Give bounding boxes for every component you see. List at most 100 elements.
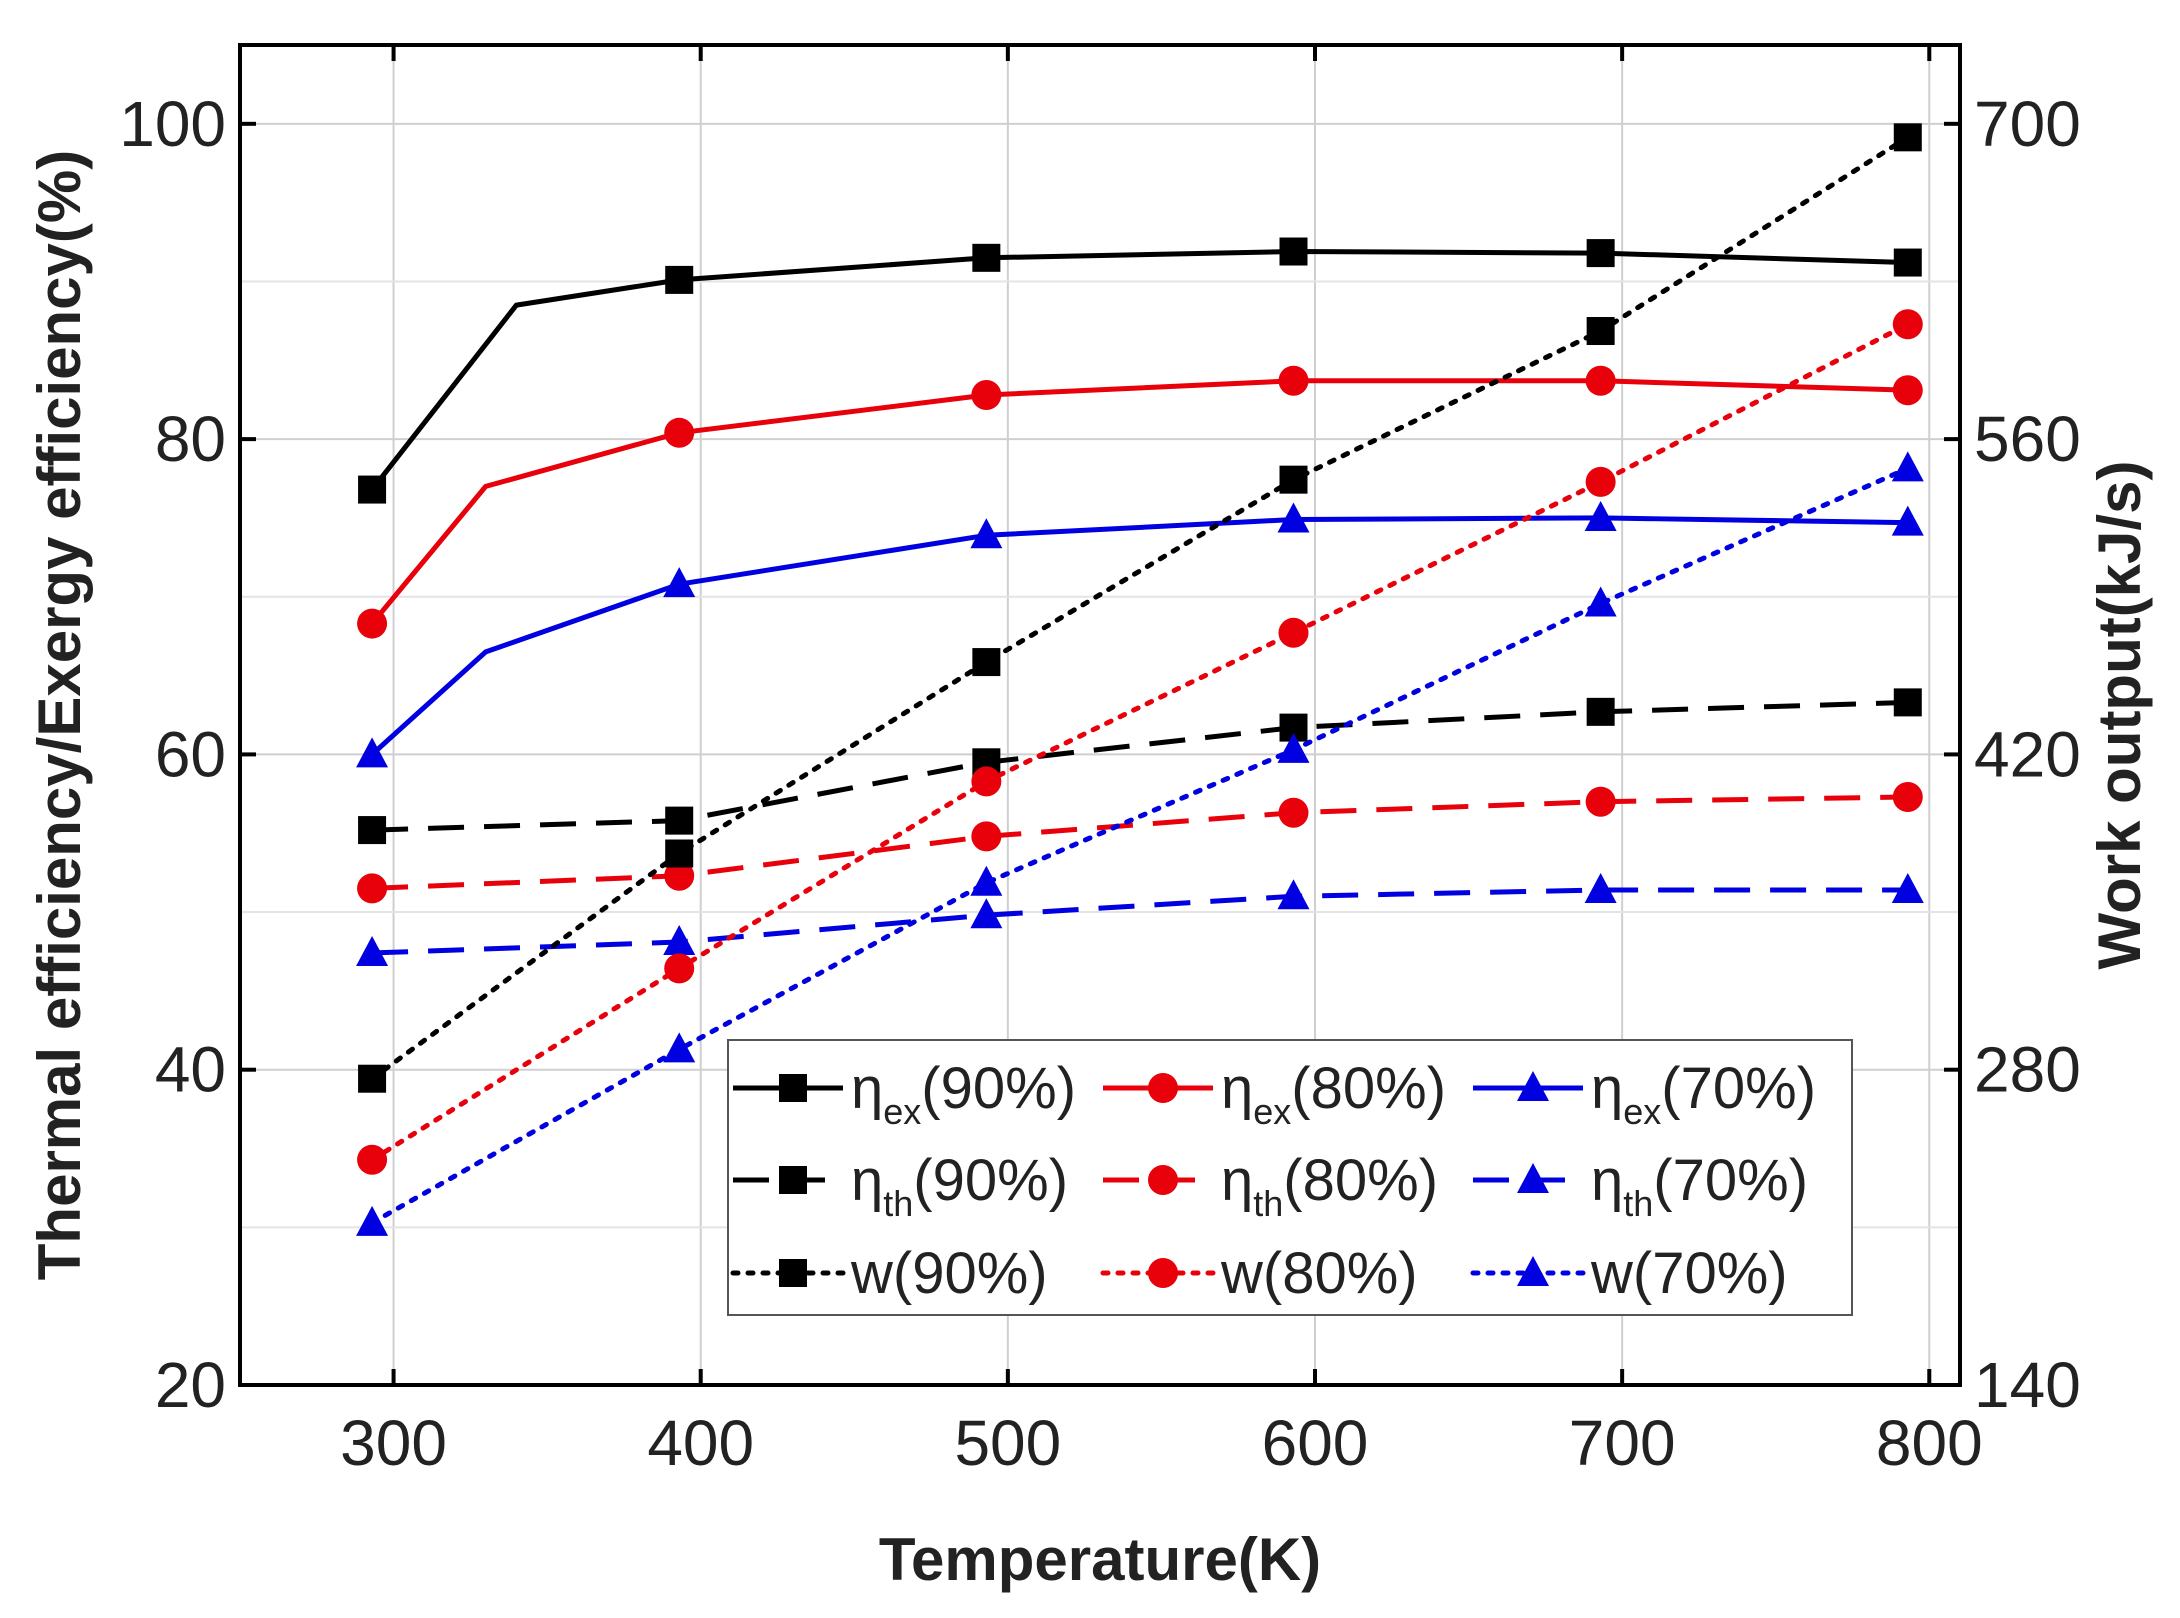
legend-marker (779, 1074, 807, 1102)
series-line (372, 699, 1908, 833)
series-line (369, 134, 1911, 1082)
data-point-marker (1891, 872, 1924, 903)
series-line (370, 378, 1908, 626)
series-line (369, 321, 1911, 1163)
series-line (371, 794, 1908, 891)
data-point-marker (665, 265, 694, 294)
data-point-marker (1584, 586, 1617, 617)
legend-marker (1148, 1073, 1178, 1103)
data-point-marker (1586, 697, 1615, 726)
data-point-marker (1893, 248, 1922, 277)
series-3 (358, 688, 1922, 845)
data-point-marker (971, 821, 1002, 852)
legend-entry-7: w(80%) (1100, 1241, 1418, 1306)
data-point-marker (1278, 617, 1309, 648)
data-point-marker (1279, 465, 1308, 494)
legend-marker (1148, 1165, 1178, 1195)
y-tick-label: 100 (119, 88, 226, 160)
series-2 (356, 500, 1924, 768)
x-tick-label: 400 (647, 1407, 754, 1479)
y-tick-label: 40 (155, 1034, 226, 1106)
y2-tick-label: 700 (1974, 88, 2081, 160)
legend-label: w(80%) (1220, 1241, 1418, 1306)
legend-label: w(70%) (1590, 1241, 1788, 1306)
data-point-marker (971, 766, 1002, 797)
data-point-marker (1892, 781, 1923, 812)
data-point-marker (665, 806, 694, 835)
data-point-marker (358, 475, 387, 504)
legend-marker (779, 1166, 807, 1194)
x-tick-label: 700 (1569, 1407, 1676, 1479)
data-point-marker (663, 925, 696, 956)
legend-entry-1: ηex(80%) (1103, 1056, 1446, 1132)
data-point-marker (1891, 505, 1924, 536)
data-point-marker (664, 953, 695, 984)
plot-frame (238, 43, 1962, 1387)
data-point-marker (358, 1064, 387, 1093)
data-point-marker (1277, 502, 1310, 533)
data-point-marker (1892, 309, 1923, 340)
series-layer (356, 123, 1924, 1236)
y-tick-label: 20 (155, 1349, 226, 1421)
legend-entry-6: w(90%) (730, 1241, 1048, 1306)
series-6 (358, 123, 1922, 1093)
series-line (370, 515, 1908, 757)
data-point-marker (1892, 375, 1923, 406)
data-point-marker (357, 608, 388, 639)
data-point-marker (1586, 239, 1615, 268)
legend-marker (779, 1259, 807, 1287)
legend-label: ηth(70%) (1591, 1148, 1808, 1224)
data-point-marker (664, 417, 695, 448)
data-point-marker (356, 737, 389, 768)
legend-marker (1517, 1256, 1549, 1286)
data-point-marker (357, 1144, 388, 1175)
data-point-marker (665, 839, 694, 868)
data-point-marker (1585, 466, 1616, 497)
data-point-marker (1893, 688, 1922, 717)
legend-entry-5: ηth(70%) (1473, 1148, 1808, 1224)
legend-entry-0: ηex(90%) (733, 1056, 1076, 1132)
data-point-marker (1893, 123, 1922, 152)
data-point-marker (1584, 500, 1617, 531)
data-point-marker (1585, 365, 1616, 396)
legend-marker (1517, 1071, 1549, 1101)
series-8 (356, 451, 1924, 1236)
series-1 (357, 365, 1923, 639)
y-tick-label: 60 (155, 718, 226, 790)
data-point-marker (1278, 797, 1309, 828)
series-0 (358, 237, 1922, 504)
legend-entry-8: w(70%) (1470, 1241, 1788, 1306)
data-point-marker (972, 243, 1001, 272)
data-point-marker (1584, 872, 1617, 903)
y2-axis-title: Work output(kJ/s) (2086, 461, 2153, 970)
data-point-marker (356, 936, 389, 967)
data-point-marker (1585, 786, 1616, 817)
legend-marker (1148, 1258, 1178, 1288)
series-line (369, 465, 1911, 1226)
data-point-marker (358, 816, 387, 845)
data-point-marker (972, 648, 1001, 677)
y2-tick-label: 280 (1974, 1034, 2081, 1106)
data-point-marker (970, 518, 1003, 549)
legend-box (727, 1039, 1853, 1316)
legend-label: ηex(80%) (1221, 1056, 1446, 1132)
y2-tick-label: 420 (1974, 718, 2081, 790)
data-point-marker (1586, 317, 1615, 346)
legend-label: ηex(90%) (851, 1056, 1076, 1132)
y-axis-title: Thermal efficiency/Exergy efficiency(%) (26, 150, 93, 1280)
data-point-marker (663, 567, 696, 598)
series-4 (357, 781, 1923, 904)
data-point-marker (356, 1205, 389, 1236)
legend-label: w(90%) (850, 1241, 1048, 1306)
data-point-marker (971, 379, 1002, 410)
data-point-marker (1279, 237, 1308, 266)
legend-entry-2: ηex(70%) (1473, 1056, 1816, 1132)
data-point-marker (357, 873, 388, 904)
legend-entry-4: ηth(80%) (1103, 1148, 1438, 1224)
data-point-marker (663, 1032, 696, 1063)
data-point-marker (1891, 451, 1924, 482)
axis-layer: 300 400 500 600 700 800 20 40 60 80 100 140 280 420 56… (119, 45, 2081, 1479)
y2-tick-label: 560 (1974, 403, 2081, 475)
